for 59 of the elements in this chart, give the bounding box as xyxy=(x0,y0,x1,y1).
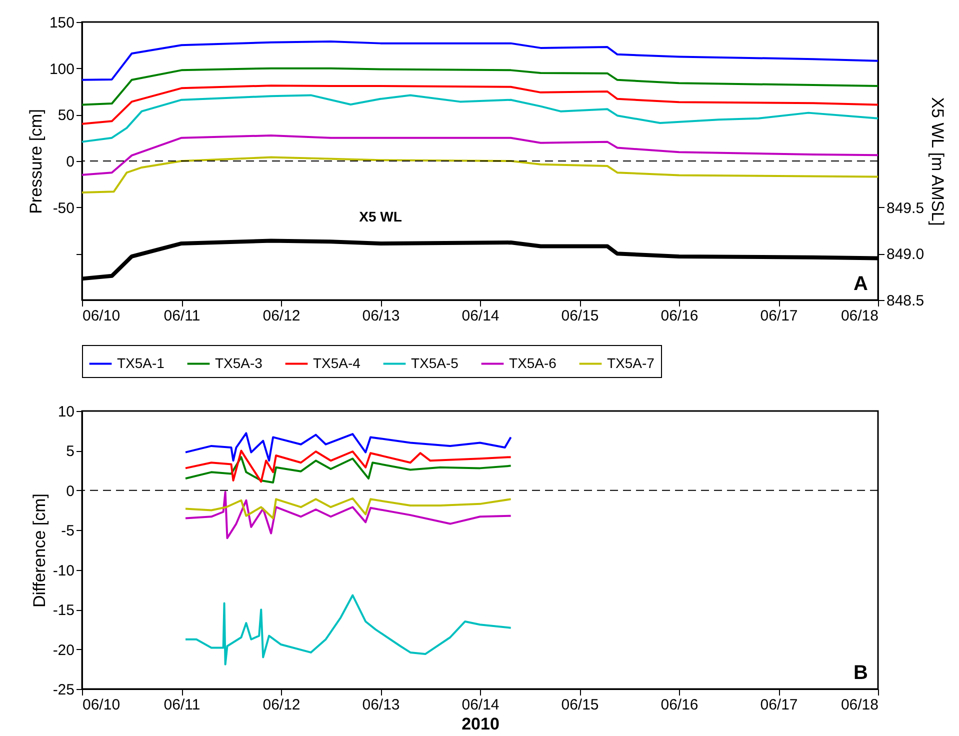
x-tick-label: 06/16 xyxy=(660,696,698,714)
line-series xyxy=(184,456,512,484)
line-series xyxy=(81,84,879,125)
line-series xyxy=(184,491,512,540)
y-axis-title: Difference [cm] xyxy=(30,493,49,608)
legend-label: TX5A-4 xyxy=(313,354,361,371)
y-tick-label: -5 xyxy=(61,522,74,540)
line-series xyxy=(81,156,879,194)
x-tick-label: 06/16 xyxy=(660,308,698,324)
y-tick-label: 100 xyxy=(49,60,74,78)
x-tick-label: 06/11 xyxy=(164,308,200,324)
annotation: A xyxy=(854,273,868,295)
y-axis-title: Pressure [cm] xyxy=(26,109,46,214)
y2-axis-title: X5 WL [m AMSL] xyxy=(928,97,948,226)
y-tick-label: -50 xyxy=(52,200,74,217)
y-tick-label: 150 xyxy=(49,14,74,32)
x-tick-label: 06/12 xyxy=(262,696,300,714)
y-tick-label: 5 xyxy=(66,443,74,460)
line-series xyxy=(184,450,512,483)
x-tick-label: 06/13 xyxy=(362,308,400,324)
x-tick-label: 06/10 xyxy=(82,696,120,714)
y2-tick-label: 848.5 xyxy=(886,292,924,310)
line-series xyxy=(81,40,879,81)
y2-tick-label: 849.0 xyxy=(886,246,924,264)
y-tick-label: 10 xyxy=(58,404,74,420)
legend-label: TX5A-7 xyxy=(607,354,655,371)
y-tick-label: 0 xyxy=(66,482,74,500)
x-tick-label: 06/13 xyxy=(362,696,400,714)
series-label: X5 WL xyxy=(359,208,402,224)
legend-label: TX5A-1 xyxy=(117,354,165,371)
line-series xyxy=(81,67,879,106)
x-tick-label: 06/10 xyxy=(82,308,120,324)
x-tick-label: 06/15 xyxy=(561,696,599,714)
x-tick-label: 06/17 xyxy=(760,308,798,324)
legend-label: TX5A-6 xyxy=(509,354,557,371)
y2-tick-label: 849.5 xyxy=(886,200,924,217)
x-tick-label: 06/18 xyxy=(840,308,878,324)
y-tick-label: -15 xyxy=(52,602,74,620)
x-axis-title: 2010 xyxy=(462,714,500,734)
y-tick-label: -10 xyxy=(52,562,74,580)
x-tick-label: 06/15 xyxy=(561,308,599,324)
y-tick-label: -25 xyxy=(52,682,74,698)
legend-label: TX5A-5 xyxy=(411,354,459,371)
y-tick-label: 0 xyxy=(66,154,74,170)
annotation: B xyxy=(854,662,868,684)
x-tick-label: 06/14 xyxy=(462,308,500,324)
x-tick-label: 06/12 xyxy=(262,308,300,324)
line-series xyxy=(184,594,512,666)
line-series xyxy=(81,134,879,176)
legend-label: TX5A-3 xyxy=(215,354,263,371)
line-series xyxy=(81,94,879,143)
x-tick-label: 06/18 xyxy=(840,696,878,714)
x-tick-label: 06/17 xyxy=(760,696,798,714)
line-series xyxy=(184,497,512,520)
y-tick-label: 50 xyxy=(58,107,74,124)
x-tick-label: 06/14 xyxy=(462,696,500,714)
x-tick-label: 06/11 xyxy=(164,696,200,714)
line-series xyxy=(184,432,512,462)
y-tick-label: -20 xyxy=(52,642,74,659)
